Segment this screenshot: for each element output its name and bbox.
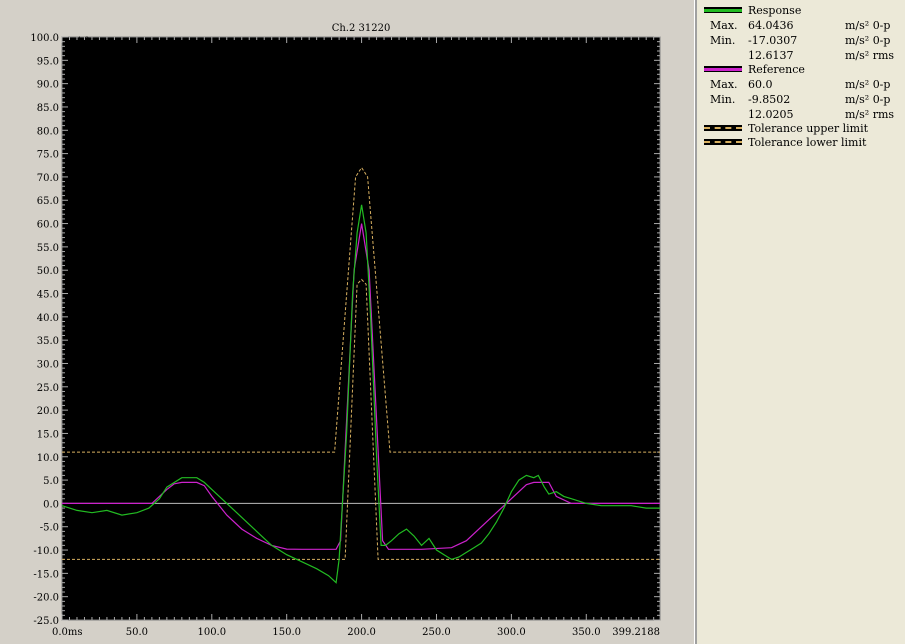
x-tick-label: 200.0: [347, 627, 376, 638]
y-tick-label: 50.0: [37, 266, 59, 277]
stat-value: -17.0307: [748, 34, 798, 47]
legend-stat-row: Max. 64.0436 m/s² 0-p: [700, 18, 900, 33]
stat-label: Min.: [710, 93, 736, 106]
legend-entry-tolerance-upper-limit: Tolerance upper limit: [700, 122, 900, 136]
stat-value: 12.6137: [748, 49, 794, 62]
waveform-chart: Ch.2 31220 m/s² 100.0 95.0 90.0 85.0 80.0 75.0 7…: [30, 23, 661, 638]
x-tick-label: 100.0: [197, 627, 226, 638]
stat-unit: m/s² 0-p: [845, 19, 891, 32]
stat-value: 64.0436: [748, 19, 794, 32]
panel-splitter[interactable]: [694, 0, 697, 644]
y-tick-label: 85.0: [37, 103, 59, 114]
stat-unit: m/s² rms: [845, 108, 895, 121]
stat-value: 12.0205: [748, 108, 794, 121]
stat-label: Max.: [710, 19, 738, 32]
series-tolerance-upper-limit-line: [62, 166, 660, 453]
legend-stat-row: 12.6137 m/s² rms: [700, 48, 900, 63]
y-tick-label: -5.0: [40, 523, 59, 534]
legend-name: Reference: [748, 63, 805, 76]
stat-unit: m/s² rms: [845, 49, 895, 62]
legend-entry-reference: Reference: [700, 63, 900, 77]
y-tick-label: 35.0: [37, 336, 59, 347]
y-tick-label: -10.0: [33, 546, 59, 557]
stat-label: Min.: [710, 34, 736, 47]
x-tick-label: 300.0: [497, 627, 526, 638]
legend-name: Tolerance upper limit: [748, 122, 869, 135]
y-tick-label: -25.0: [33, 616, 59, 627]
y-tick-label: 0.0: [43, 499, 59, 510]
x-tick-label: 350.0: [572, 627, 601, 638]
stat-label: Max.: [710, 78, 738, 91]
y-tick-label: 30.0: [37, 359, 59, 370]
x-tick-label: 150.0: [272, 627, 301, 638]
y-tick-label: 15.0: [37, 429, 59, 440]
y-tick-label: 10.0: [37, 453, 59, 464]
y-tick-label: 5.0: [43, 476, 59, 487]
legend-swatch-response: [704, 7, 742, 13]
y-tick-label: 65.0: [37, 196, 59, 207]
legend-entry-response: Response: [700, 4, 900, 18]
stat-value: 60.0: [748, 78, 773, 91]
legend-entry-tolerance-lower-limit: Tolerance lower limit: [700, 136, 900, 150]
legend-swatch-line: [704, 127, 742, 129]
y-axis-unit-label: m/s²: [67, 36, 89, 47]
series-response-line: [61, 204, 660, 584]
legend-swatch-tolerance-upper-limit: [704, 125, 742, 131]
y-tick-label: 55.0: [37, 243, 59, 254]
plot-background: [61, 36, 661, 621]
stat-unit: m/s² 0-p: [845, 34, 891, 47]
y-tick-label: -20.0: [33, 593, 59, 604]
x-tick-label: 399.2188: [612, 627, 660, 638]
y-tick-label: 70.0: [37, 173, 59, 184]
legend-stat-row: Min. -17.0307 m/s² 0-p: [700, 33, 900, 48]
legend-stat-row: Max. 60.0 m/s² 0-p: [700, 77, 900, 92]
legend-swatch-line: [704, 141, 742, 143]
x-tick-label: 0.0ms: [52, 627, 83, 638]
legend-swatch-tolerance-lower-limit: [704, 139, 742, 145]
x-tick-label: 250.0: [422, 627, 451, 638]
plot-panel: Ch.2 31220 m/s² 100.0 95.0 90.0 85.0 80.0 75.0 7…: [0, 0, 694, 644]
legend-stat-row: Min. -9.8502 m/s² 0-p: [700, 92, 900, 107]
y-tick-label: 100.0: [30, 33, 59, 44]
stat-unit: m/s² 0-p: [845, 93, 891, 106]
y-tick-label: 75.0: [37, 150, 59, 161]
legend-swatch-line: [704, 68, 742, 71]
legend-panel: Response Max. 64.0436 m/s² 0-p Min. -17.0307 m…: [700, 4, 900, 150]
x-tick-label: 50.0: [126, 627, 148, 638]
stat-value: -9.8502: [748, 93, 791, 106]
y-tick-label: 45.0: [37, 290, 59, 301]
stat-unit: m/s² 0-p: [845, 78, 891, 91]
y-tick-label: -15.0: [33, 569, 59, 580]
legend-name: Response: [748, 4, 802, 17]
legend-swatch-reference: [704, 66, 742, 72]
legend-stat-row: 12.0205 m/s² rms: [700, 107, 900, 122]
y-tick-label: 25.0: [37, 383, 59, 394]
y-tick-label: 20.0: [37, 406, 59, 417]
y-tick-label: 80.0: [37, 126, 59, 137]
legend-name: Tolerance lower limit: [748, 136, 867, 149]
chart-title: Ch.2 31220: [332, 23, 391, 34]
y-tick-label: 95.0: [37, 56, 59, 67]
y-tick-label: 90.0: [37, 80, 59, 91]
y-tick-label: 40.0: [37, 313, 59, 324]
series-tolerance-lower-limit-line: [62, 278, 660, 560]
y-tick-label: 60.0: [37, 220, 59, 231]
legend-swatch-line: [704, 9, 742, 12]
